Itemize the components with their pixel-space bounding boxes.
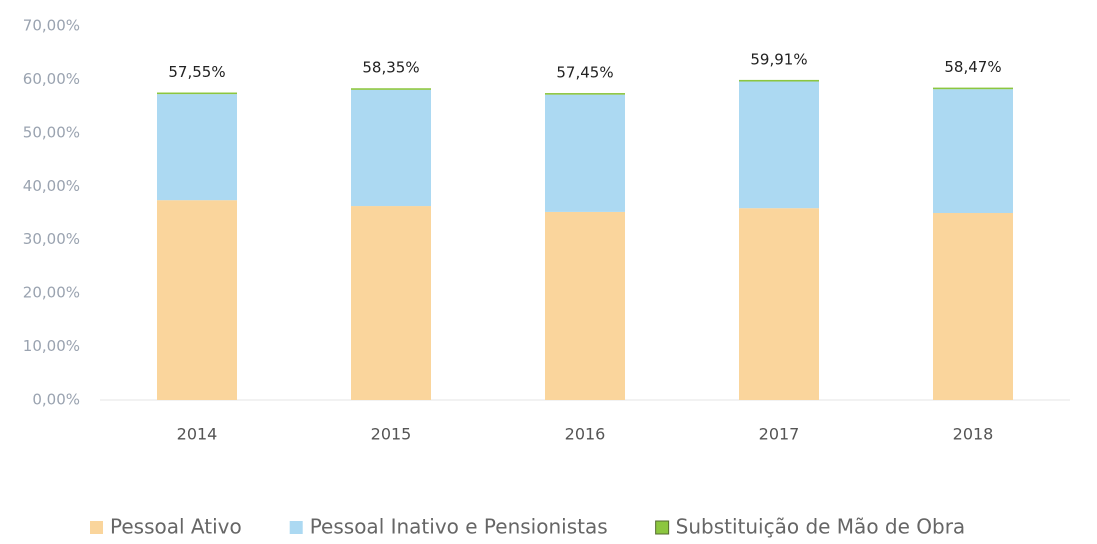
bar-segment xyxy=(933,213,1013,400)
bar-segment xyxy=(351,206,431,400)
total-label: 57,45% xyxy=(556,64,613,82)
bar-segment xyxy=(739,79,819,82)
bar-segment xyxy=(157,94,237,201)
legend-label: Pessoal Inativo e Pensionistas xyxy=(310,515,608,539)
x-tick-label: 2017 xyxy=(759,425,800,444)
legend-swatch xyxy=(90,521,103,534)
x-tick-label: 2018 xyxy=(953,425,994,444)
legend-swatch xyxy=(289,521,303,534)
bar-segment xyxy=(545,211,625,400)
bar-segment xyxy=(739,208,819,400)
bar-segment xyxy=(933,89,1013,213)
total-label: 57,55% xyxy=(168,63,225,81)
bar-segment xyxy=(351,88,431,90)
y-tick-label: 50,00% xyxy=(23,123,80,141)
total-label: 58,47% xyxy=(944,58,1001,76)
bar-segment xyxy=(545,93,625,95)
y-tick-label: 20,00% xyxy=(23,284,80,302)
total-label: 59,91% xyxy=(750,50,807,68)
y-tick-label: 60,00% xyxy=(23,70,80,88)
x-tick-label: 2015 xyxy=(371,425,412,444)
total-label: 58,35% xyxy=(362,59,419,77)
bar-segment xyxy=(157,200,237,400)
x-tick-label: 2014 xyxy=(177,425,218,444)
legend-label: Substituição de Mão de Obra xyxy=(676,515,966,539)
bar-segment xyxy=(351,89,431,207)
bar-segment xyxy=(933,87,1013,90)
legend-swatch xyxy=(655,520,670,535)
x-tick-label: 2016 xyxy=(565,425,606,444)
y-tick-label: 0,00% xyxy=(32,391,80,409)
legend-label: Pessoal Ativo xyxy=(110,515,242,539)
bar-segment xyxy=(545,94,625,212)
y-tick-label: 70,00% xyxy=(23,17,80,35)
bar-segment xyxy=(157,92,237,95)
y-tick-label: 40,00% xyxy=(23,177,80,195)
bar-segment xyxy=(739,81,819,209)
y-tick-label: 10,00% xyxy=(23,337,80,355)
y-tick-label: 30,00% xyxy=(23,230,80,248)
